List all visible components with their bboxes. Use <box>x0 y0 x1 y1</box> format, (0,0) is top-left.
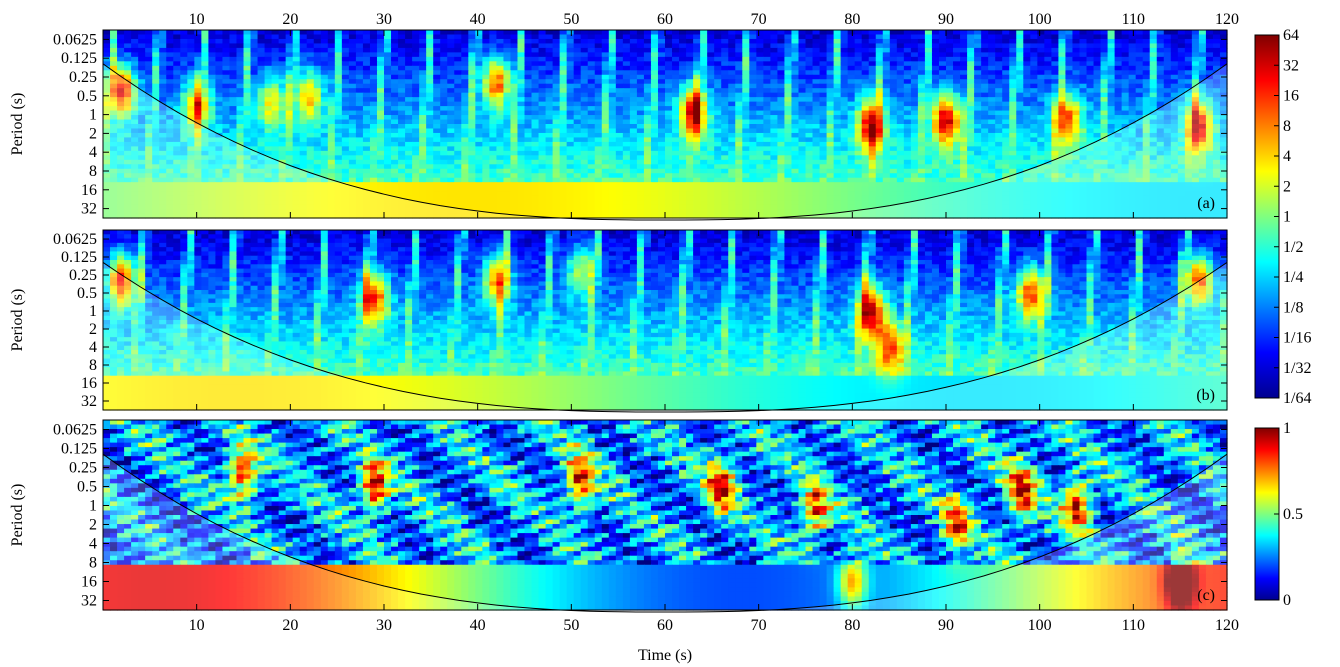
colorbar-tick-label: 1/2 <box>1283 239 1303 256</box>
x-tick-label-bottom: 70 <box>751 617 767 634</box>
y-tick-label: 32 <box>81 393 97 410</box>
y-tick-label: 1 <box>89 107 97 124</box>
y-tick-label: 0.125 <box>61 249 97 266</box>
y-tick-label: 0.0625 <box>53 422 97 439</box>
x-tick-label-top: 110 <box>1122 11 1145 28</box>
colorbar-tick-label: 1/8 <box>1283 299 1303 316</box>
x-tick-label-bottom: 100 <box>1028 617 1052 634</box>
cone-of-influence-shade <box>103 454 1227 612</box>
cone-of-influence-line <box>102 453 1228 613</box>
y-tick-label: 32 <box>81 201 97 218</box>
colorbar-tick-label: 8 <box>1283 118 1291 135</box>
y-tick-label: 1 <box>89 498 97 515</box>
heatmap-cells <box>103 230 1228 411</box>
x-tick-label-bottom: 120 <box>1215 617 1239 634</box>
x-tick-label-bottom: 60 <box>657 617 673 634</box>
panel-label: (b) <box>1196 387 1215 404</box>
colorbar-coherence: 10.50 <box>1254 420 1303 609</box>
y-tick-label: 4 <box>89 536 97 553</box>
heatmap-cells <box>103 420 1228 611</box>
y-tick-label: 8 <box>89 163 97 180</box>
y-tick-label: 0.0625 <box>53 231 97 248</box>
x-tick-label-top: 20 <box>282 11 298 28</box>
x-tick-label-bottom: 90 <box>938 617 954 634</box>
colorbar-tick-label: 1/32 <box>1283 360 1311 377</box>
x-tick-label-top: 10 <box>189 11 205 28</box>
y-tick-label: 2 <box>89 125 97 142</box>
y-tick-label: 4 <box>89 144 97 161</box>
y-tick-label: 32 <box>81 593 97 610</box>
panel-label: (c) <box>1197 587 1215 604</box>
x-tick-label-bottom: 50 <box>563 617 579 634</box>
x-tick-label-bottom: 20 <box>282 617 298 634</box>
colorbar-tick-label: 1/4 <box>1283 269 1303 286</box>
heatmap-cells <box>103 30 1228 219</box>
colorbar-power: 64 32 16 8 4 2 1 1/2 1/4 1/8 1/16 1/32 1/64 <box>1254 27 1311 407</box>
x-tick-label-top: 60 <box>657 11 673 28</box>
y-axis-label: Period (s) <box>9 93 26 156</box>
y-tick-label: 0.5 <box>77 285 97 302</box>
cone-of-influence-shade <box>103 262 1227 412</box>
x-tick-label-top: 30 <box>376 11 392 28</box>
panel-a: 0.0625 0.125 0.25 0.5 12 4 8 16 32 10 20 30 40 50 60 70… <box>9 11 1239 221</box>
colorbar-tick-label: 0 <box>1283 592 1291 609</box>
y-tick-label: 2 <box>89 321 97 338</box>
y-tick-label: 16 <box>81 574 97 591</box>
y-axis-label: Period (s) <box>9 484 26 547</box>
colorbar-tick-label: 1/16 <box>1283 330 1311 347</box>
y-tick-label: 1 <box>89 303 97 320</box>
x-tick-label-top: 40 <box>470 11 486 28</box>
y-tick-label: 0.25 <box>69 69 97 86</box>
cone-of-influence-line <box>102 63 1228 221</box>
y-tick-label: 8 <box>89 555 97 572</box>
x-tick-label-top: 70 <box>751 11 767 28</box>
y-tick-label: 4 <box>89 339 97 356</box>
y-tick-label: 0.5 <box>77 88 97 105</box>
y-tick-label: 0.125 <box>61 50 97 67</box>
colorbar-tick-label: 64 <box>1283 27 1299 44</box>
colorbar-tick-label: 2 <box>1283 178 1291 195</box>
x-axis-label: Time (s) <box>638 647 692 664</box>
cone-of-influence-line <box>102 261 1228 413</box>
x-tick-label-bottom: 30 <box>376 617 392 634</box>
y-tick-label: 2 <box>89 517 97 534</box>
x-tick-label-bottom: 80 <box>844 617 860 634</box>
y-tick-label: 0.5 <box>77 479 97 496</box>
colorbar-tick-label: 1 <box>1283 420 1291 437</box>
x-tick-label-bottom: 110 <box>1122 617 1145 634</box>
y-tick-label: 0.25 <box>69 460 97 477</box>
x-tick-label-bottom: 40 <box>470 617 486 634</box>
panel-c: 0.0625 0.125 0.25 0.5 1 2 4 8 16 32 10 20 30 40 50 60 70… <box>9 419 1239 634</box>
colorbar-tick-label: 1/64 <box>1283 390 1311 407</box>
x-tick-label-top: 80 <box>844 11 860 28</box>
colorbar-tick-label: 16 <box>1283 88 1299 105</box>
y-tick-label: 0.25 <box>69 267 97 284</box>
x-tick-label-top: 100 <box>1028 11 1052 28</box>
y-axis-label: Period (s) <box>9 289 26 352</box>
y-tick-label: 0.125 <box>61 441 97 458</box>
y-tick-label: 16 <box>81 182 97 199</box>
cone-of-influence-shade <box>103 63 1227 220</box>
colorbar-tick-label: 1 <box>1283 209 1291 226</box>
panel-label: (a) <box>1197 195 1215 212</box>
colorbar-tick-label: 0.5 <box>1283 506 1303 523</box>
colorbar-tick-label: 32 <box>1283 57 1299 74</box>
x-tick-label-bottom: 10 <box>189 617 205 634</box>
y-tick-label: 16 <box>81 375 97 392</box>
y-tick-label: 8 <box>89 357 97 374</box>
x-tick-label-top: 50 <box>563 11 579 28</box>
x-tick-label-top: 90 <box>938 11 954 28</box>
y-tick-label: 0.0625 <box>53 31 97 48</box>
x-tick-label-top: 120 <box>1215 11 1239 28</box>
colorbar-tick-label: 4 <box>1283 148 1291 165</box>
